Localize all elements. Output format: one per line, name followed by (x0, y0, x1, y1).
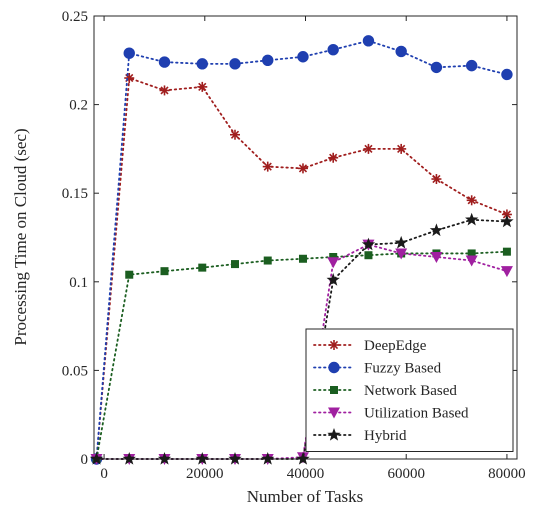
axis-ticks: 0 20000 40000 60000 80000 0 0.05 0.1 0.15 0.2 0.25 (62, 9, 526, 482)
data-point-network-based (263, 256, 272, 265)
data-point-utilization-based (395, 248, 408, 260)
data-point-deepedge (328, 152, 339, 163)
y-tick-label: 0.1 (69, 275, 88, 291)
data-point-hybrid (465, 212, 479, 226)
data-point-fuzzy-based (297, 51, 309, 63)
data-point-hybrid (361, 237, 376, 251)
x-tick-label: 40000 (287, 466, 325, 482)
data-point-fuzzy-based (229, 58, 241, 70)
data-point-network-based (231, 260, 239, 269)
legend-marker-utilization-based (328, 407, 340, 419)
data-point-network-based (198, 263, 207, 272)
data-point-hybrid (326, 273, 340, 286)
y-tick-label: 0 (81, 452, 89, 468)
data-point-hybrid (500, 214, 514, 228)
legend-marker-hybrid (327, 428, 341, 441)
data-point-hybrid (296, 452, 310, 465)
data-point-network-based (160, 267, 169, 276)
data-point-deepedge (197, 81, 208, 92)
data-point-deepedge (501, 209, 512, 220)
data-point-hybrid (157, 452, 172, 465)
data-point-utilization-based (327, 257, 340, 269)
y-tick-label: 0.25 (62, 9, 88, 25)
data-point-deepedge (297, 163, 308, 174)
legend-marker-fuzzy-based (328, 361, 340, 374)
data-point-deepedge (159, 85, 170, 96)
data-point-hybrid (122, 452, 136, 465)
data-point-deepedge (466, 195, 477, 206)
data-point-utilization-based (430, 251, 443, 263)
x-tick-label: 80000 (488, 466, 526, 482)
data-point-fuzzy-based (196, 58, 208, 70)
x-tick-label: 20000 (186, 466, 224, 482)
data-point-fuzzy-based (465, 59, 478, 72)
data-point-fuzzy-based (395, 45, 407, 58)
data-point-hybrid (394, 235, 408, 249)
y-axis-title: Processing Time on Cloud (sec) (11, 128, 30, 345)
y-tick-label: 0.05 (62, 363, 88, 379)
legend-box (305, 328, 514, 452)
legend-marker-network-based (330, 386, 338, 394)
data-point-hybrid (228, 452, 242, 465)
legend-marker-deepedge (329, 340, 339, 350)
data-point-deepedge (262, 161, 273, 172)
data-point-network-based (364, 251, 373, 260)
data-point-deepedge (431, 174, 442, 185)
series-layer (89, 35, 514, 465)
legend-label-utilization-based: Utilization Based (364, 406, 469, 422)
data-point-network-based (329, 252, 338, 261)
data-point-utilization-based (500, 266, 513, 278)
data-point-hybrid (261, 452, 275, 465)
data-point-fuzzy-based (501, 68, 513, 81)
data-point-hybrid (89, 452, 104, 465)
legend-label-network-based: Network Based (364, 383, 457, 399)
data-point-network-based (298, 254, 307, 263)
legend-label-deepedge: DeepEdge (364, 338, 427, 354)
data-point-fuzzy-based (362, 35, 375, 47)
data-point-fuzzy-based (262, 54, 274, 66)
y-tick-label: 0.2 (69, 98, 88, 114)
data-point-fuzzy-based (327, 43, 339, 56)
data-point-fuzzy-based (123, 47, 135, 59)
legend-label-fuzzy-based: Fuzzy Based (364, 361, 442, 377)
x-axis-title: Number of Tasks (247, 487, 364, 506)
legend: DeepEdge Fuzzy Based Network Based Utilizat… (305, 328, 514, 452)
data-point-utilization-based (465, 255, 478, 267)
data-point-deepedge (396, 143, 407, 154)
data-point-deepedge (124, 73, 135, 84)
x-tick-label: 60000 (387, 466, 425, 482)
data-point-hybrid (195, 452, 209, 465)
data-point-network-based (467, 249, 476, 258)
x-tick-label: 0 (100, 466, 108, 482)
data-point-network-based (502, 247, 511, 256)
data-point-hybrid (429, 223, 444, 237)
data-point-fuzzy-based (158, 56, 171, 68)
data-point-deepedge (230, 129, 240, 140)
y-tick-label: 0.15 (62, 186, 88, 202)
legend-label-hybrid: Hybrid (364, 428, 407, 444)
data-point-fuzzy-based (430, 61, 443, 74)
data-point-deepedge (363, 143, 374, 154)
data-point-network-based (125, 270, 134, 279)
